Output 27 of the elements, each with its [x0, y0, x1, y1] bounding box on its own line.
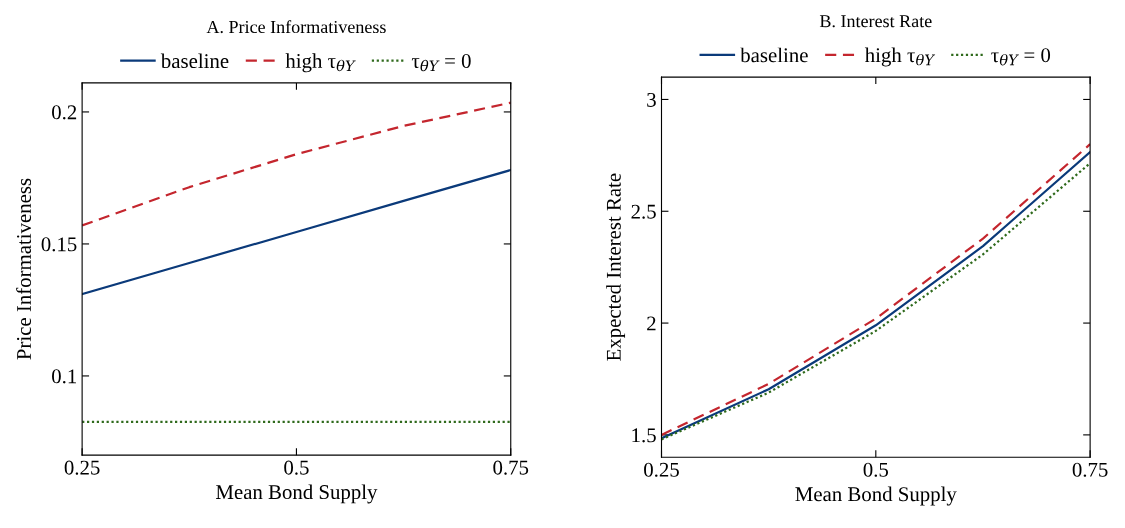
legend-label: τ$_{θY}$ = 0: [411, 53, 471, 72]
legend-label: baseline: [740, 47, 808, 63]
y-axis-title: Price Informativeness: [16, 178, 32, 360]
y-tick-label: 0.2: [52, 105, 77, 120]
x-axis-title: Mean Bond Supply: [795, 486, 957, 506]
x-tick-label: 0.75: [493, 460, 529, 475]
legend-label: τ$_{θY}$ = 0: [991, 48, 1051, 66]
y-tick-label: 3: [647, 92, 656, 107]
chart-title: B. Interest Rate: [819, 15, 932, 28]
chart-title: A. Price Informativeness: [206, 20, 386, 34]
x-tick-label: 0.25: [64, 460, 100, 475]
legend-label: high τ$_{θY}$: [285, 53, 356, 73]
legend-label: baseline: [160, 53, 229, 69]
line-series: [82, 168, 511, 296]
y-tick-label: 2: [647, 316, 656, 331]
y-tick-label: 2.5: [631, 204, 656, 219]
y-tick-label: 0.15: [41, 237, 77, 252]
y-tick-label: 1.5: [632, 428, 656, 443]
y-axis-title: Expected Interest Rate: [606, 173, 626, 361]
line-series: [82, 101, 511, 227]
x-axis-title: Mean Bond Supply: [216, 484, 378, 504]
x-tick-label: 0.75: [1072, 462, 1108, 477]
x-tick-label: 0.5: [863, 462, 889, 477]
x-tick-label: 0.25: [644, 462, 679, 477]
legend-label: high τ$_{θY}$: [864, 47, 936, 67]
y-tick-label: 0.1: [52, 369, 77, 384]
x-tick-label: 0.5: [284, 460, 309, 475]
